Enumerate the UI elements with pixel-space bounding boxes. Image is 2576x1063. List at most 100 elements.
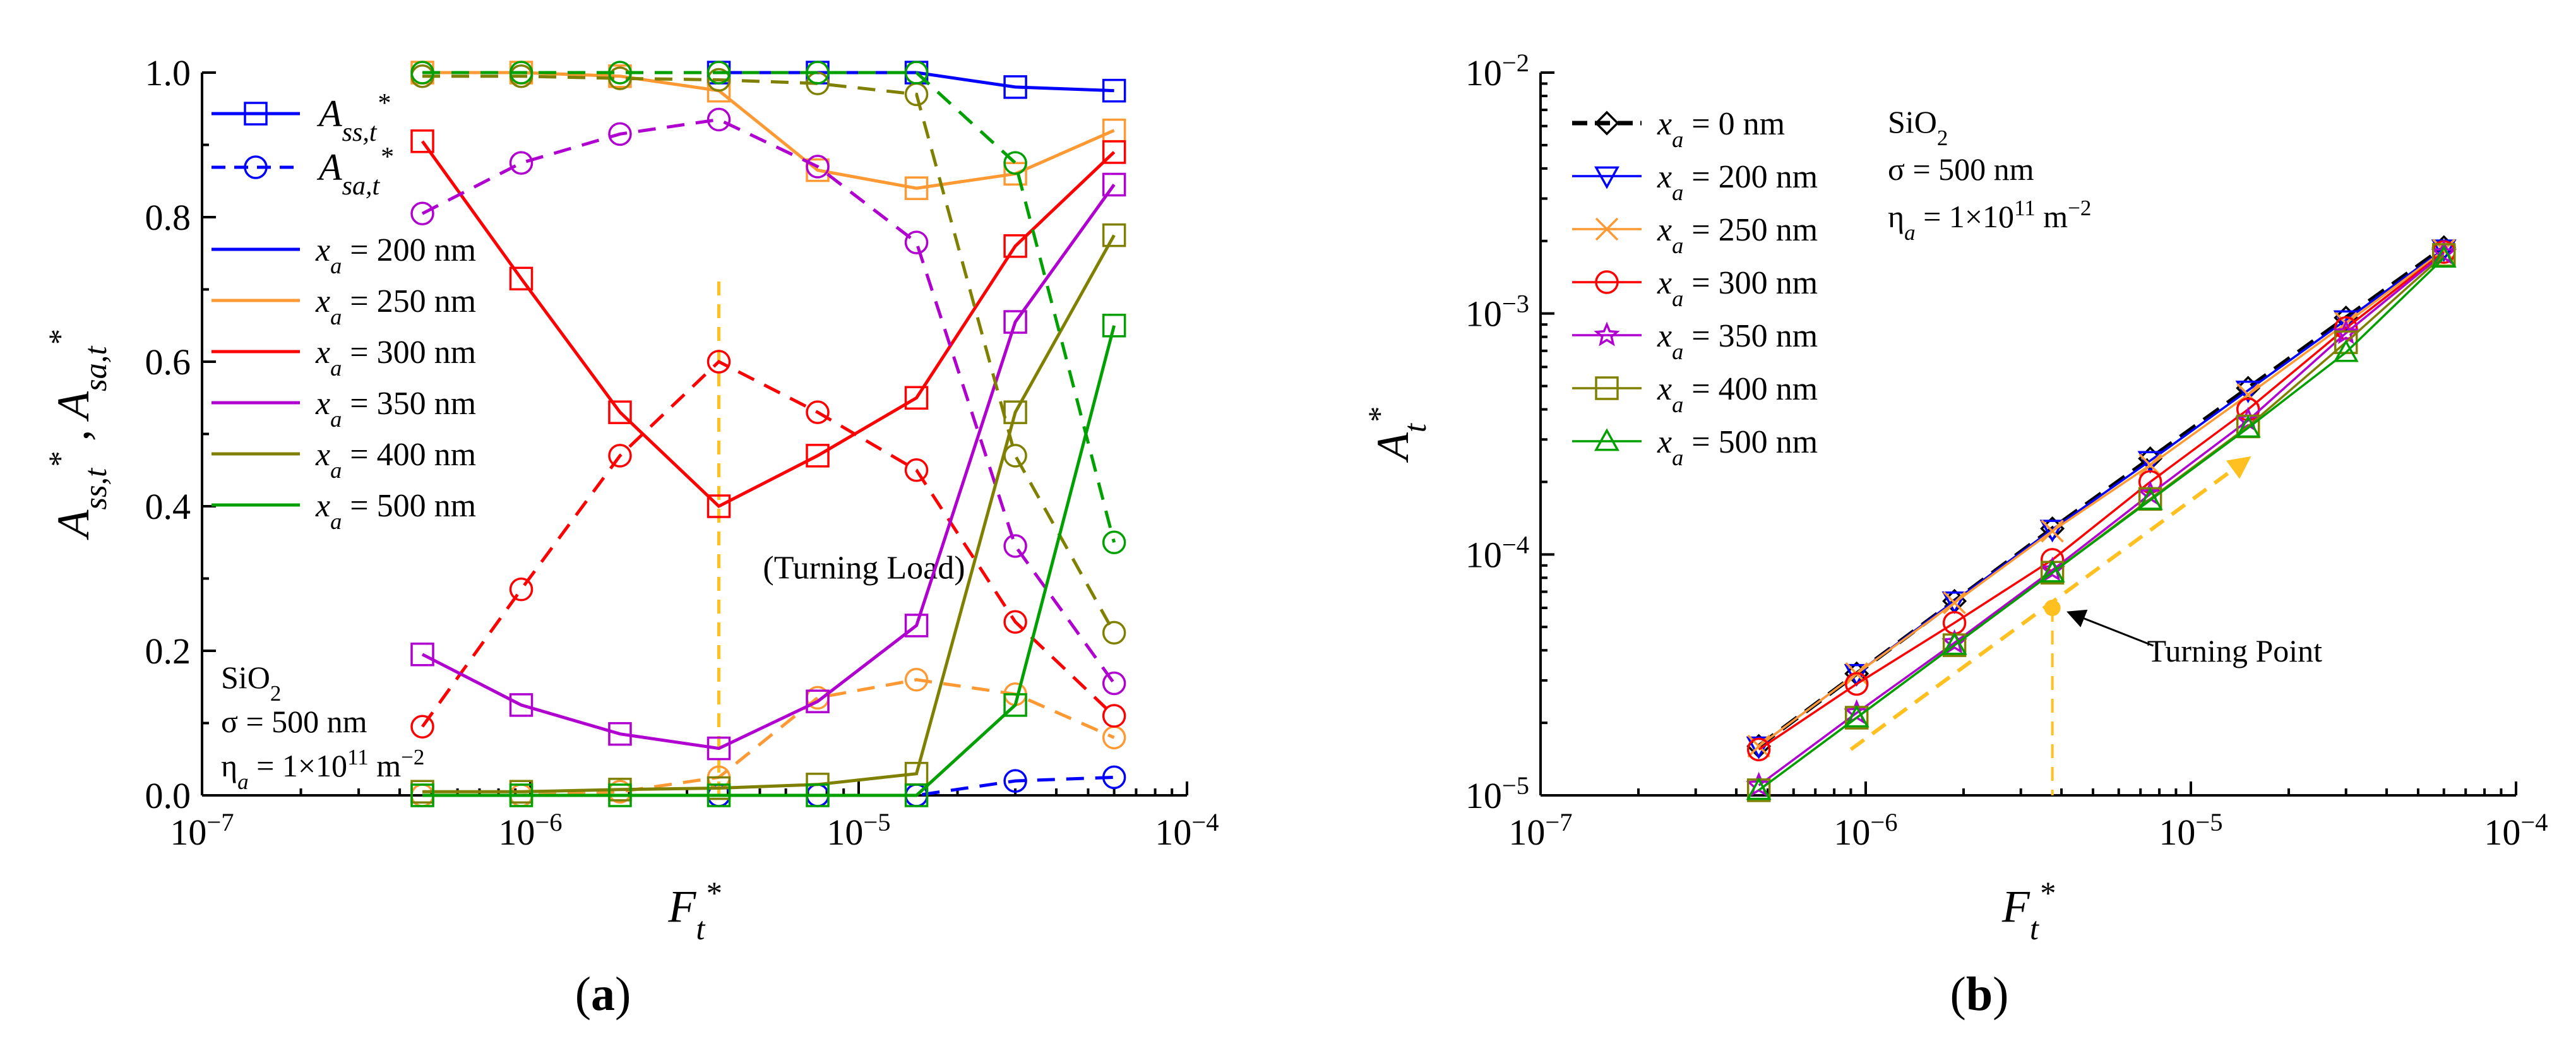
- data-point: [2039, 559, 2065, 583]
- data-point: [410, 783, 434, 807]
- series-line: [421, 184, 1116, 751]
- x-tick-label: 10−7: [1508, 808, 1572, 853]
- series-line: [1757, 246, 2445, 748]
- data-point: [806, 400, 830, 424]
- data-point: [806, 689, 830, 713]
- series-line: [422, 234, 1116, 793]
- legend-label: xa = 400 nm: [315, 437, 476, 483]
- data-point: [410, 201, 434, 226]
- y-axis-title: At*: [1362, 407, 1433, 463]
- legend-marker: [244, 102, 268, 126]
- data-point: [608, 66, 632, 90]
- data-point: [1102, 118, 1126, 143]
- data-point: [2138, 453, 2162, 477]
- series-x-a-500-nm: [1746, 245, 2457, 800]
- data-point: [509, 577, 534, 602]
- legend-label: xa = 500 nm: [315, 488, 476, 534]
- data-point: [2041, 520, 2064, 543]
- data-point: [1102, 223, 1126, 247]
- legend-label: xa = 200 nm: [315, 232, 476, 278]
- data-point: [1102, 671, 1126, 696]
- data-point: [410, 642, 434, 667]
- note-eta: ηa = 1×1011 m−2: [1888, 196, 2091, 245]
- data-point: [1943, 591, 1966, 615]
- data-point: [509, 266, 534, 291]
- data-point: [707, 350, 731, 374]
- data-point: [608, 61, 632, 85]
- series-line: [420, 140, 1116, 509]
- turning-point-marker: [2044, 600, 2061, 617]
- legend-marker: [1594, 428, 1619, 451]
- legend-label: xa = 500 nm: [1657, 424, 1818, 470]
- series-line: [422, 678, 1115, 797]
- data-point: [1003, 534, 1027, 558]
- y-tick-label: 0.0: [145, 775, 191, 816]
- note-sigma: σ = 500 nm: [1888, 151, 2034, 187]
- x-tick-label: 10−6: [498, 808, 562, 853]
- data-point: [1746, 737, 1771, 762]
- series-line: [422, 325, 1116, 797]
- series-line: [421, 117, 1116, 684]
- legend-label: xa = 0 nm: [1657, 106, 1785, 152]
- data-point: [1003, 234, 1027, 258]
- data-point: [806, 783, 830, 807]
- y-tick-label: 1.0: [145, 52, 191, 93]
- data-point: [410, 129, 434, 153]
- series-x-a-350-nm-ss: [410, 172, 1126, 761]
- note-material: SiO2: [1888, 104, 1948, 150]
- x-tick-label: 10−4: [2484, 808, 2548, 853]
- data-point: [1941, 632, 1967, 655]
- data-point: [509, 783, 534, 807]
- y-tick-label: 10−4: [1465, 530, 1529, 576]
- x-tick-label: 10−4: [1155, 808, 1219, 853]
- y-tick-label: 0.2: [145, 631, 191, 672]
- data-point: [1003, 444, 1027, 468]
- data-point: [1746, 777, 1772, 800]
- legend-marker: [244, 155, 268, 179]
- data-point: [1003, 693, 1027, 717]
- legend-label: xa = 200 nm: [1657, 159, 1818, 205]
- data-point: [707, 68, 731, 92]
- panel-label-b: (b): [1950, 968, 2009, 1021]
- legend-label-sa: Asa,t*: [316, 143, 393, 201]
- legend-label-ss: Ass,t*: [316, 89, 390, 147]
- data-point: [806, 61, 830, 85]
- legend-marker: [1594, 321, 1620, 347]
- data-point: [608, 783, 632, 807]
- series-line: [1758, 252, 2445, 787]
- data-point: [2137, 487, 2163, 510]
- note-sigma: σ = 500 nm: [221, 704, 367, 739]
- data-point: [2431, 245, 2457, 268]
- series-x-a-300-nm-sa: [410, 350, 1126, 739]
- data-point: [1844, 672, 1869, 696]
- data-point: [707, 736, 731, 761]
- data-point: [1102, 140, 1126, 164]
- data-point: [509, 693, 534, 717]
- data-point: [1844, 704, 1869, 728]
- legend: Ass,t*Asa,t* xa = 200 nm xa = 250 nm xa = 3…: [212, 89, 476, 534]
- series-line: [1758, 251, 2445, 751]
- x-tick-label: 10−7: [170, 808, 234, 853]
- data-point: [1003, 151, 1027, 175]
- data-point: [1003, 610, 1027, 634]
- data-point: [1102, 172, 1126, 197]
- legend-marker: [1595, 217, 1619, 241]
- y-tick-label: 0.8: [145, 197, 191, 238]
- y-tick-label: 0.4: [145, 486, 191, 527]
- data-point: [1102, 704, 1126, 728]
- data-point: [904, 230, 929, 254]
- series-x-a-500-nm-ss: [410, 314, 1126, 807]
- data-point: [1102, 725, 1126, 750]
- data-point: [2235, 415, 2261, 438]
- note-material: SiO2: [221, 660, 281, 706]
- data-point: [509, 151, 534, 175]
- data-point: [707, 61, 731, 85]
- data-point: [904, 61, 929, 85]
- legend-label: xa = 400 nm: [1657, 371, 1818, 417]
- series-x-a-500-nm-sa: [410, 61, 1126, 554]
- data-point: [1102, 314, 1126, 338]
- panel-a-chart: 10−7 10−6 10−5 10−4 0.0 0.2 0.4 0.6 0.8 1.0 Ft* Ass…: [42, 52, 1219, 1021]
- x-tick-label: 10−5: [2159, 808, 2222, 853]
